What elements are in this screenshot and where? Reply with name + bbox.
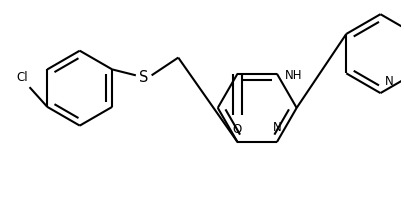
Text: Cl: Cl [16, 71, 27, 84]
Text: N: N [384, 75, 393, 88]
Text: O: O [233, 123, 242, 136]
Text: S: S [139, 70, 148, 85]
Text: NH: NH [285, 69, 302, 82]
Text: N: N [273, 121, 281, 134]
